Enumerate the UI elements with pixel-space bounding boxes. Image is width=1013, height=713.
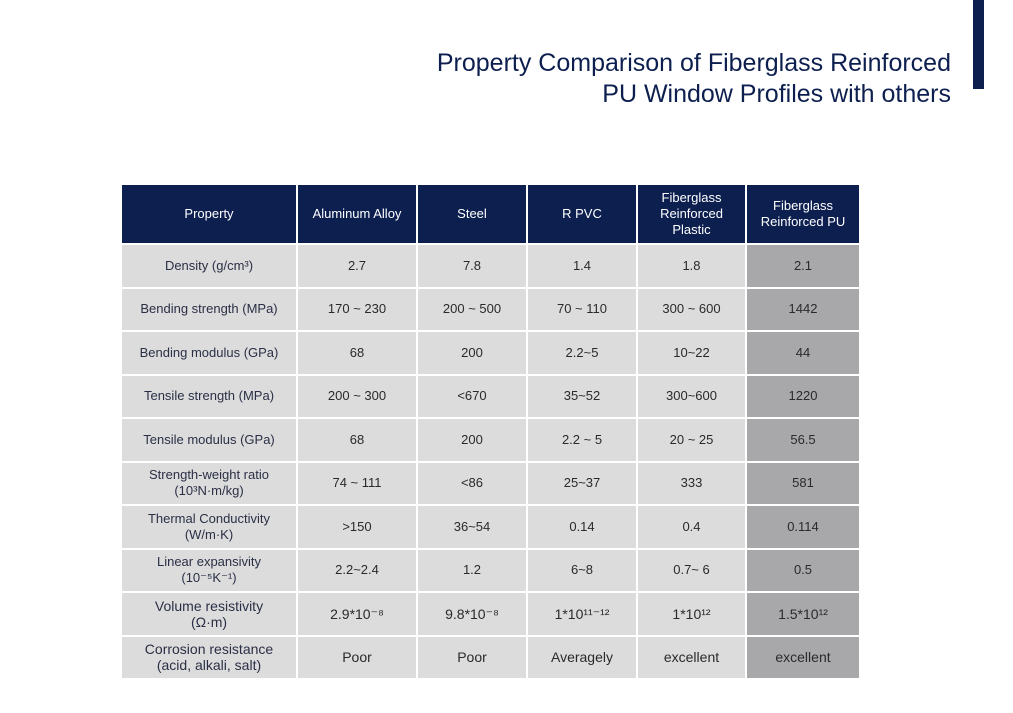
property-cell: Density (g/cm³) xyxy=(120,243,298,289)
value-cell-highlight: 0.114 xyxy=(745,504,861,550)
value-cell: 1.8 xyxy=(636,243,747,289)
value-cell-highlight: 44 xyxy=(745,330,861,376)
table-row: Tensile strength (MPa) 200 ~ 300 <670 35… xyxy=(120,373,861,419)
value-cell-highlight: 1220 xyxy=(745,373,861,419)
property-label: Volume resistivity xyxy=(154,597,264,614)
value-cell-highlight: 0.5 xyxy=(745,547,861,593)
property-label: Strength-weight ratio xyxy=(149,467,269,483)
column-header-steel: Steel xyxy=(416,183,528,245)
value-cell: 2.2~2.4 xyxy=(296,547,418,593)
value-cell: <670 xyxy=(416,373,528,419)
table-row: Bending modulus (GPa) 68 200 2.2~5 10~22… xyxy=(120,330,861,376)
value-cell: 1*10¹² xyxy=(636,591,747,637)
property-unit: (10⁻⁵K⁻¹) xyxy=(181,570,237,586)
value-cell: 200 ~ 300 xyxy=(296,373,418,419)
property-unit: (W/m·K) xyxy=(184,526,234,542)
table-body: Density (g/cm³) 2.7 7.8 1.4 1.8 2.1 Bend… xyxy=(120,243,861,680)
page-title-line-2: PU Window Profiles with others xyxy=(602,79,951,108)
property-cell: Bending strength (MPa) xyxy=(120,286,298,332)
property-cell: Linear expansivity (10⁻⁵K⁻¹) xyxy=(120,547,298,593)
page-title-line-1: Property Comparison of Fiberglass Reinfo… xyxy=(436,48,951,77)
table-row: Volume resistivity (Ω·m) 2.9*10⁻⁸ 9.8*10… xyxy=(120,591,861,637)
value-cell: >150 xyxy=(296,504,418,550)
column-header-r-pvc: R PVC xyxy=(526,183,638,245)
value-cell: 1.2 xyxy=(416,547,528,593)
table-row: Tensile modulus (GPa) 68 200 2.2 ~ 5 20 … xyxy=(120,417,861,463)
value-cell: 2.2 ~ 5 xyxy=(526,417,638,463)
value-cell: excellent xyxy=(636,634,747,680)
column-header-frp: Fiberglass Reinforced Plastic xyxy=(636,183,747,245)
property-cell: Thermal Conductivity (W/m·K) xyxy=(120,504,298,550)
property-cell: Strength-weight ratio (10³N·m/kg) xyxy=(120,460,298,506)
value-cell: 1.4 xyxy=(526,243,638,289)
value-cell: Averagely xyxy=(526,634,638,680)
property-label: Corrosion resistance xyxy=(144,641,274,658)
table-row: Linear expansivity (10⁻⁵K⁻¹) 2.2~2.4 1.2… xyxy=(120,547,861,593)
table-row: Bending strength (MPa) 170 ~ 230 200 ~ 5… xyxy=(120,286,861,332)
column-header-fr-pu: Fiberglass Reinforced PU xyxy=(745,183,861,245)
value-cell: 9.8*10⁻⁸ xyxy=(416,591,528,637)
value-cell: 70 ~ 110 xyxy=(526,286,638,332)
value-cell: 2.9*10⁻⁸ xyxy=(296,591,418,637)
value-cell: <86 xyxy=(416,460,528,506)
value-cell: 0.4 xyxy=(636,504,747,550)
value-cell: 300~600 xyxy=(636,373,747,419)
value-cell: 36~54 xyxy=(416,504,528,550)
value-cell: 10~22 xyxy=(636,330,747,376)
value-cell: 74 ~ 111 xyxy=(296,460,418,506)
value-cell: 7.8 xyxy=(416,243,528,289)
value-cell: Poor xyxy=(296,634,418,680)
value-cell-highlight: excellent xyxy=(745,634,861,680)
value-cell: 68 xyxy=(296,417,418,463)
value-cell: 25~37 xyxy=(526,460,638,506)
column-header-aluminum-alloy: Aluminum Alloy xyxy=(296,183,418,245)
column-header-property: Property xyxy=(120,183,298,245)
property-unit: (acid, alkali, salt) xyxy=(156,657,262,674)
value-cell: 200 ~ 500 xyxy=(416,286,528,332)
value-cell: 0.14 xyxy=(526,504,638,550)
property-cell: Volume resistivity (Ω·m) xyxy=(120,591,298,637)
table-row: Thermal Conductivity (W/m·K) >150 36~54 … xyxy=(120,504,861,550)
value-cell: 333 xyxy=(636,460,747,506)
property-comparison-table: Property Aluminum Alloy Steel R PVC Fibe… xyxy=(120,183,861,680)
table-header-row: Property Aluminum Alloy Steel R PVC Fibe… xyxy=(120,183,861,245)
property-cell: Tensile strength (MPa) xyxy=(120,373,298,419)
value-cell: 6~8 xyxy=(526,547,638,593)
value-cell: 35~52 xyxy=(526,373,638,419)
property-label: Linear expansivity xyxy=(156,554,262,570)
table-row: Density (g/cm³) 2.7 7.8 1.4 1.8 2.1 xyxy=(120,243,861,289)
value-cell-highlight: 1442 xyxy=(745,286,861,332)
property-cell: Corrosion resistance (acid, alkali, salt… xyxy=(120,634,298,680)
table-row: Strength-weight ratio (10³N·m/kg) 74 ~ 1… xyxy=(120,460,861,506)
value-cell-highlight: 56.5 xyxy=(745,417,861,463)
value-cell-highlight: 1.5*10¹² xyxy=(745,591,861,637)
value-cell: 300 ~ 600 xyxy=(636,286,747,332)
value-cell: 1*10¹¹⁻¹² xyxy=(526,591,638,637)
accent-bar xyxy=(973,0,984,89)
property-cell: Tensile modulus (GPa) xyxy=(120,417,298,463)
value-cell: 200 xyxy=(416,330,528,376)
page-title: Property Comparison of Fiberglass Reinfo… xyxy=(351,48,951,110)
value-cell: 0.7~ 6 xyxy=(636,547,747,593)
value-cell: 2.7 xyxy=(296,243,418,289)
value-cell: 20 ~ 25 xyxy=(636,417,747,463)
property-unit: (10³N·m/kg) xyxy=(174,483,244,499)
value-cell-highlight: 581 xyxy=(745,460,861,506)
value-cell: 170 ~ 230 xyxy=(296,286,418,332)
value-cell: 68 xyxy=(296,330,418,376)
value-cell: Poor xyxy=(416,634,528,680)
value-cell: 200 xyxy=(416,417,528,463)
property-label: Thermal Conductivity xyxy=(147,510,271,526)
value-cell-highlight: 2.1 xyxy=(745,243,861,289)
value-cell: 2.2~5 xyxy=(526,330,638,376)
property-cell: Bending modulus (GPa) xyxy=(120,330,298,376)
table-header: Property Aluminum Alloy Steel R PVC Fibe… xyxy=(120,183,861,245)
property-unit: (Ω·m) xyxy=(190,613,228,630)
table-row: Corrosion resistance (acid, alkali, salt… xyxy=(120,634,861,680)
